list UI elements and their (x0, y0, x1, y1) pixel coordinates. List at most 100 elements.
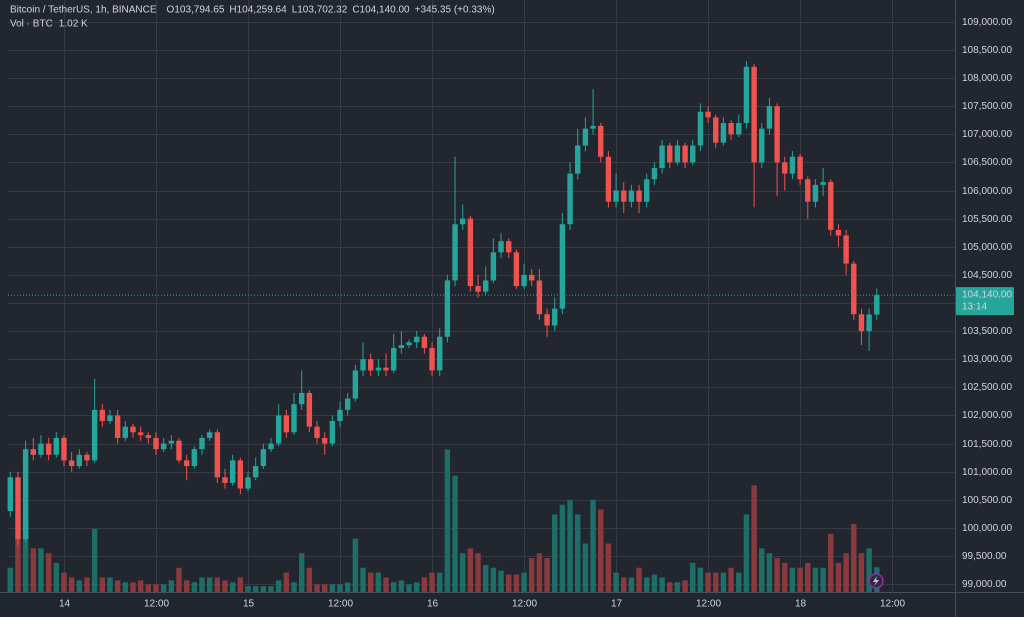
volume-bar (114, 580, 121, 592)
volume-bar (260, 586, 267, 592)
volume-bar (153, 584, 159, 592)
candle-body (544, 314, 550, 326)
volume-bar (682, 580, 688, 592)
volume-bar (168, 580, 175, 592)
candle-body (245, 477, 251, 489)
candle-body (636, 190, 642, 202)
volume-bar (644, 577, 650, 592)
y-tick-label: 99,500.00 (962, 551, 1007, 562)
volume-bar (705, 572, 711, 592)
volume-name: Vol · BTC (10, 19, 53, 30)
volume-bar (728, 567, 734, 592)
volume-bar (651, 574, 658, 592)
y-tick-label: 107,000.00 (962, 129, 1012, 140)
volume-bar (375, 572, 382, 592)
volume-bar (229, 582, 236, 592)
volume-bar (15, 538, 21, 592)
candle-body (820, 182, 826, 185)
volume-bar (490, 567, 497, 592)
candle-body (375, 367, 382, 371)
candle-body (68, 460, 75, 467)
x-tick-label: 16 (427, 599, 439, 610)
candle-body (789, 156, 796, 174)
last-price-badge (956, 287, 1014, 316)
legend-key: H (229, 5, 236, 16)
candle-body (114, 415, 121, 438)
candle-body (137, 432, 144, 436)
volume-bar (636, 567, 642, 592)
candle-body (15, 477, 21, 540)
volume-bar (667, 582, 673, 592)
volume-bar (475, 553, 481, 592)
y-tick-label: 102,000.00 (962, 410, 1012, 421)
candle-body (467, 218, 474, 287)
candle-body (222, 477, 228, 483)
volume-bar (812, 567, 819, 592)
volume-bar (367, 572, 374, 592)
volume-bar (835, 562, 842, 592)
volume-bar (360, 567, 366, 592)
axes: 99,000.00 99,500.00 100,000.00 100,500.00 10… (8, 17, 1014, 610)
candle-body (782, 162, 788, 174)
candle-body (53, 437, 60, 455)
volume-bar (199, 577, 205, 592)
volume-bar (107, 577, 113, 592)
volume-bar (183, 580, 190, 592)
y-tick-label: 99,000.00 (962, 579, 1007, 590)
candle-body (145, 435, 152, 438)
candle-body (130, 426, 136, 433)
candle-body (406, 342, 412, 346)
candle-body (30, 449, 37, 455)
x-tick-label: 17 (611, 599, 623, 610)
volume-bar (38, 548, 44, 592)
volume-bar (352, 538, 359, 592)
volume-bar (567, 499, 573, 592)
volume-bar (84, 577, 90, 592)
volume-bar (460, 553, 466, 592)
candle-body (644, 179, 650, 202)
candle-body (398, 345, 405, 348)
volume-bar (751, 485, 757, 592)
candle-body (805, 179, 811, 202)
volume-bar (828, 533, 834, 592)
volume-bar (268, 586, 274, 592)
candle-body (705, 111, 711, 118)
volume-bar (720, 572, 727, 592)
candle-body (598, 125, 604, 157)
candle-body (682, 145, 688, 163)
candle-body (237, 460, 244, 489)
candle-body (337, 409, 343, 422)
x-tick-label: 15 (243, 599, 255, 610)
grid (8, 0, 955, 592)
volume-bar (759, 548, 765, 592)
y-tick-label: 108,500.00 (962, 45, 1012, 56)
volume-bar (506, 574, 512, 592)
candle-body (38, 443, 44, 455)
y-tick-label: 105,500.00 (962, 214, 1012, 225)
volume-bar (529, 558, 535, 592)
candle-body (613, 190, 619, 202)
candle-body (275, 415, 282, 444)
candle-body (360, 359, 366, 371)
candle-body (444, 280, 451, 337)
y-tick-label: 101,500.00 (962, 439, 1012, 450)
candle-body (575, 145, 581, 174)
candle-body (651, 168, 658, 180)
legend-key: L (292, 5, 298, 16)
candle-body (536, 280, 543, 315)
volume-bar (552, 514, 558, 592)
volume-bar (321, 584, 328, 592)
legend: Bitcoin / TetherUS, 1h, BINANCE Vol · BT… (10, 5, 495, 30)
volume-bar (30, 548, 37, 592)
x-tick-label: 14 (59, 599, 71, 610)
candle-body (621, 190, 627, 202)
y-tick-label: 103,000.00 (962, 354, 1012, 365)
candle-body (206, 432, 213, 438)
candle-body (306, 392, 313, 427)
x-tick-label: 12:00 (328, 599, 353, 610)
legend-value: 104,259.64 (237, 5, 287, 16)
legend-key: O (167, 5, 175, 16)
